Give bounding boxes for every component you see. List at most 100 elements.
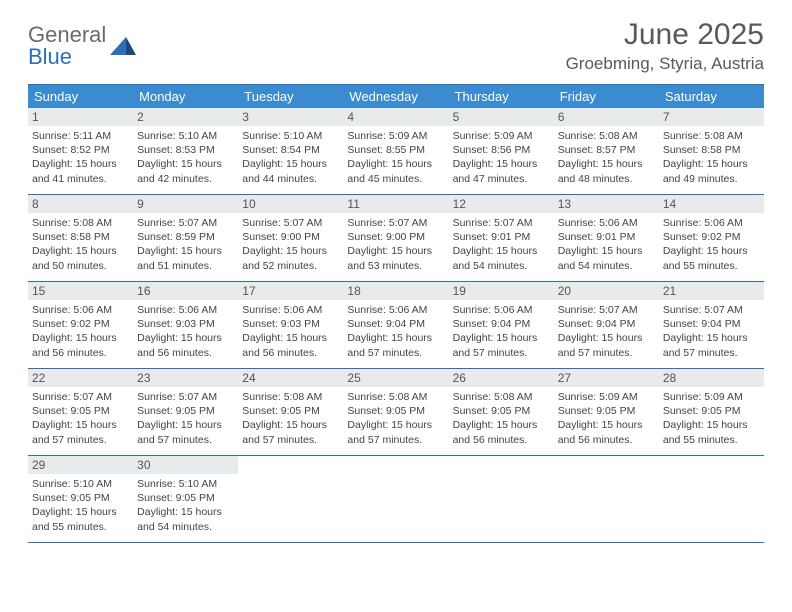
day-number: 20 <box>554 282 659 300</box>
weekday-header: Wednesday <box>343 85 448 108</box>
day-details: Sunrise: 5:06 AMSunset: 9:03 PMDaylight:… <box>242 303 339 360</box>
sunset-line: Sunset: 9:05 PM <box>137 491 234 505</box>
logo-text-2: Blue <box>28 44 72 69</box>
day-number: 10 <box>238 195 343 213</box>
sunrise-line: Sunrise: 5:07 AM <box>32 390 129 404</box>
sunset-line: Sunset: 9:04 PM <box>558 317 655 331</box>
daylight-line: Daylight: 15 hours and 55 minutes. <box>663 244 760 272</box>
sunset-line: Sunset: 9:05 PM <box>347 404 444 418</box>
sunset-line: Sunset: 8:57 PM <box>558 143 655 157</box>
day-details: Sunrise: 5:08 AMSunset: 9:05 PMDaylight:… <box>453 390 550 447</box>
sunrise-line: Sunrise: 5:06 AM <box>347 303 444 317</box>
sunset-line: Sunset: 8:55 PM <box>347 143 444 157</box>
day-number: 21 <box>659 282 764 300</box>
daylight-line: Daylight: 15 hours and 47 minutes. <box>453 157 550 185</box>
daylight-line: Daylight: 15 hours and 56 minutes. <box>32 331 129 359</box>
sunrise-line: Sunrise: 5:10 AM <box>137 477 234 491</box>
day-number: 19 <box>449 282 554 300</box>
sunset-line: Sunset: 9:05 PM <box>663 404 760 418</box>
day-number: 5 <box>449 108 554 126</box>
day-details: Sunrise: 5:06 AMSunset: 9:04 PMDaylight:… <box>453 303 550 360</box>
sunrise-line: Sunrise: 5:10 AM <box>242 129 339 143</box>
day-number: 22 <box>28 369 133 387</box>
sunset-line: Sunset: 8:58 PM <box>663 143 760 157</box>
sunset-line: Sunset: 8:53 PM <box>137 143 234 157</box>
day-details: Sunrise: 5:06 AMSunset: 9:04 PMDaylight:… <box>347 303 444 360</box>
day-details: Sunrise: 5:09 AMSunset: 8:56 PMDaylight:… <box>453 129 550 186</box>
day-cell: 2Sunrise: 5:10 AMSunset: 8:53 PMDaylight… <box>133 108 238 194</box>
day-number: 14 <box>659 195 764 213</box>
day-number: 24 <box>238 369 343 387</box>
sunrise-line: Sunrise: 5:08 AM <box>242 390 339 404</box>
day-cell: 30 Sunrise: 5:10 AMSunset: 9:05 PMDayligh… <box>133 456 238 542</box>
sunset-line: Sunset: 9:05 PM <box>32 491 129 505</box>
day-details: Sunrise: 5:06 AMSunset: 9:02 PMDaylight:… <box>663 216 760 273</box>
day-details: Sunrise: 5:07 AMSunset: 9:00 PMDaylight:… <box>242 216 339 273</box>
daylight-line: Daylight: 15 hours and 41 minutes. <box>32 157 129 185</box>
day-cell: 27Sunrise: 5:09 AMSunset: 9:05 PMDayligh… <box>554 369 659 455</box>
sunrise-line: Sunrise: 5:10 AM <box>32 477 129 491</box>
daylight-line: Daylight: 15 hours and 57 minutes. <box>137 418 234 446</box>
day-details: Sunrise: 5:09 AMSunset: 8:55 PMDaylight:… <box>347 129 444 186</box>
day-cell: 18Sunrise: 5:06 AMSunset: 9:04 PMDayligh… <box>343 282 448 368</box>
day-cell: 9Sunrise: 5:07 AMSunset: 8:59 PMDaylight… <box>133 195 238 281</box>
day-details: Sunrise: 5:11 AMSunset: 8:52 PMDaylight:… <box>32 129 129 186</box>
sunrise-line: Sunrise: 5:08 AM <box>558 129 655 143</box>
sunset-line: Sunset: 9:04 PM <box>663 317 760 331</box>
logo-text: General Blue <box>28 24 106 68</box>
sunrise-line: Sunrise: 5:07 AM <box>137 390 234 404</box>
sunrise-line: Sunrise: 5:09 AM <box>347 129 444 143</box>
daylight-line: Daylight: 15 hours and 56 minutes. <box>453 418 550 446</box>
sunrise-line: Sunrise: 5:06 AM <box>137 303 234 317</box>
day-cell: 6Sunrise: 5:08 AMSunset: 8:57 PMDaylight… <box>554 108 659 194</box>
sunset-line: Sunset: 9:01 PM <box>558 230 655 244</box>
week-row: 1Sunrise: 5:11 AMSunset: 8:52 PMDaylight… <box>28 108 764 195</box>
sunrise-line: Sunrise: 5:07 AM <box>347 216 444 230</box>
daylight-line: Daylight: 15 hours and 55 minutes. <box>663 418 760 446</box>
sunrise-line: Sunrise: 5:09 AM <box>453 129 550 143</box>
title-block: June 2025 Groebming, Styria, Austria <box>566 18 764 74</box>
day-cell: 12Sunrise: 5:07 AMSunset: 9:01 PMDayligh… <box>449 195 554 281</box>
weekday-header: Thursday <box>449 85 554 108</box>
weekday-header: Monday <box>133 85 238 108</box>
sunset-line: Sunset: 8:58 PM <box>32 230 129 244</box>
daylight-line: Daylight: 15 hours and 49 minutes. <box>663 157 760 185</box>
daylight-line: Daylight: 15 hours and 44 minutes. <box>242 157 339 185</box>
day-cell: 15Sunrise: 5:06 AMSunset: 9:02 PMDayligh… <box>28 282 133 368</box>
day-details: Sunrise: 5:07 AMSunset: 8:59 PMDaylight:… <box>137 216 234 273</box>
day-number: 4 <box>343 108 448 126</box>
calendar-grid: SundayMondayTuesdayWednesdayThursdayFrid… <box>28 84 764 543</box>
sunrise-line: Sunrise: 5:06 AM <box>453 303 550 317</box>
day-number: 11 <box>343 195 448 213</box>
daylight-line: Daylight: 15 hours and 56 minutes. <box>558 418 655 446</box>
day-cell: 14 Sunrise: 5:06 AMSunset: 9:02 PMDayligh… <box>659 195 764 281</box>
daylight-line: Daylight: 15 hours and 57 minutes. <box>663 331 760 359</box>
page-subtitle: Groebming, Styria, Austria <box>566 54 764 74</box>
day-cell: 22 Sunrise: 5:07 AMSunset: 9:05 PMDayligh… <box>28 369 133 455</box>
day-cell: 17Sunrise: 5:06 AMSunset: 9:03 PMDayligh… <box>238 282 343 368</box>
sunset-line: Sunset: 9:01 PM <box>453 230 550 244</box>
sunrise-line: Sunrise: 5:11 AM <box>32 129 129 143</box>
sunset-line: Sunset: 9:05 PM <box>137 404 234 418</box>
day-number: 23 <box>133 369 238 387</box>
day-cell: 13Sunrise: 5:06 AMSunset: 9:01 PMDayligh… <box>554 195 659 281</box>
day-cell: 20Sunrise: 5:07 AMSunset: 9:04 PMDayligh… <box>554 282 659 368</box>
logo-arrow-icon <box>110 35 136 57</box>
day-number: 30 <box>133 456 238 474</box>
sunrise-line: Sunrise: 5:06 AM <box>242 303 339 317</box>
day-cell: 5 Sunrise: 5:09 AMSunset: 8:56 PMDaylight… <box>449 108 554 194</box>
sunrise-line: Sunrise: 5:07 AM <box>558 303 655 317</box>
day-details: Sunrise: 5:07 AMSunset: 9:05 PMDaylight:… <box>137 390 234 447</box>
sunset-line: Sunset: 9:02 PM <box>32 317 129 331</box>
sunset-line: Sunset: 8:52 PM <box>32 143 129 157</box>
daylight-line: Daylight: 15 hours and 54 minutes. <box>137 505 234 533</box>
week-row: 8Sunrise: 5:08 AMSunset: 8:58 PMDaylight… <box>28 195 764 282</box>
sunrise-line: Sunrise: 5:08 AM <box>347 390 444 404</box>
day-number: 2 <box>133 108 238 126</box>
daylight-line: Daylight: 15 hours and 56 minutes. <box>242 331 339 359</box>
day-number: 6 <box>554 108 659 126</box>
daylight-line: Daylight: 15 hours and 42 minutes. <box>137 157 234 185</box>
day-details: Sunrise: 5:07 AMSunset: 9:00 PMDaylight:… <box>347 216 444 273</box>
sunset-line: Sunset: 9:05 PM <box>453 404 550 418</box>
day-details: Sunrise: 5:07 AMSunset: 9:05 PMDaylight:… <box>32 390 129 447</box>
